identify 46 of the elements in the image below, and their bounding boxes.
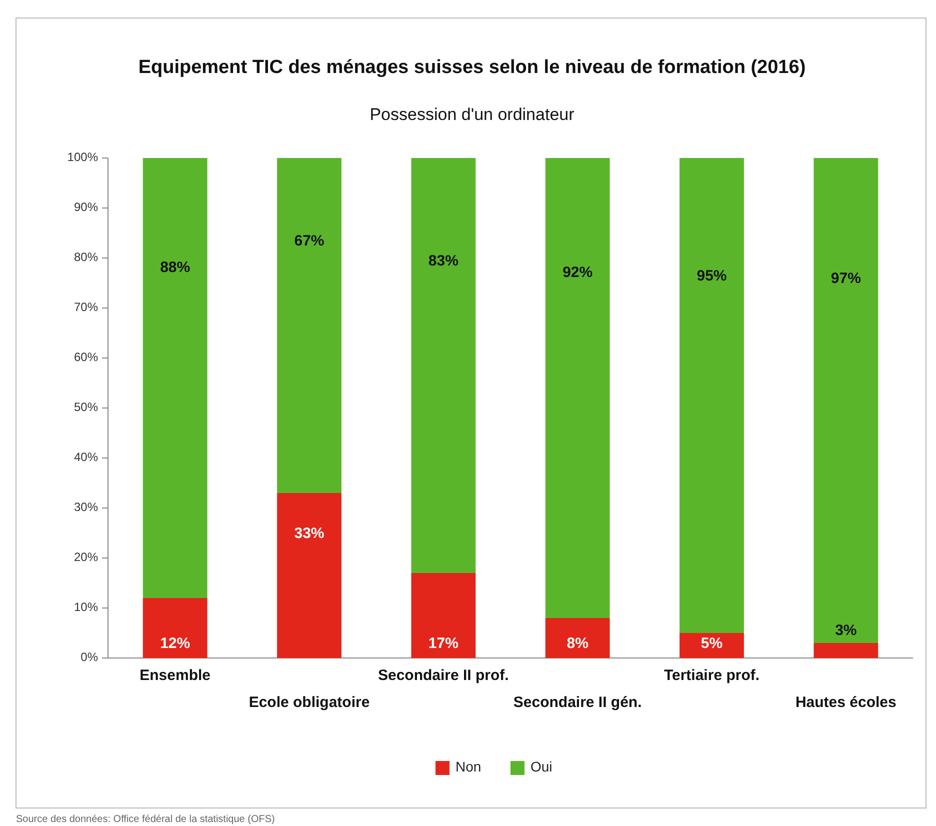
source-note: Source des données: Office fédéral de la statistique (OFS) [16, 814, 275, 825]
legend-label: Non [456, 758, 482, 775]
y-tick-label: 20% [74, 550, 98, 564]
bar [142, 158, 208, 598]
bar [411, 158, 476, 573]
y-tick-label: 80% [74, 250, 98, 264]
x-tick-label: Tertiaire prof. [664, 667, 760, 684]
data-label: 8% [566, 634, 588, 652]
y-tick-label: 30% [74, 500, 98, 514]
bar [814, 158, 878, 643]
y-tick-label: 50% [74, 400, 98, 414]
data-label: 95% [696, 268, 727, 285]
x-tick-label: Ensemble [140, 667, 211, 684]
legend-label: Oui [530, 758, 552, 775]
y-tick-label: 40% [74, 450, 98, 464]
data-label: 12% [160, 634, 190, 652]
x-tick-label: Ecole obligatoire [248, 694, 370, 711]
bar [411, 573, 476, 658]
bar [277, 493, 342, 658]
bar [545, 158, 610, 618]
y-tick-label: 70% [74, 300, 98, 314]
data-label: 97% [830, 270, 861, 288]
y-tick-label: 0% [80, 650, 98, 664]
chart-title: Equipement TIC des ménages suisses selon le niveau de formation (2016) [138, 57, 806, 78]
data-label: 83% [428, 252, 458, 270]
bar [277, 158, 342, 493]
bar [680, 633, 744, 658]
chart-subtitle: Possession d'un ordinateur [370, 105, 575, 124]
y-tick-label: 60% [74, 350, 98, 364]
bar [142, 598, 208, 658]
data-label: 88% [160, 258, 190, 276]
data-label: 33% [294, 525, 324, 542]
bar [814, 643, 878, 658]
data-label: 3% [835, 622, 857, 639]
bar [680, 158, 744, 633]
bar [545, 618, 610, 658]
data-label: 17% [428, 634, 458, 652]
y-tick-label: 10% [74, 600, 98, 614]
data-label: 92% [562, 264, 593, 281]
y-tick-label: 100% [67, 150, 98, 164]
y-tick-label: 90% [74, 200, 98, 214]
x-tick-label: Hautes écoles [795, 694, 896, 711]
x-tick-label: Secondaire II gén. [513, 694, 642, 711]
x-tick-label: Secondaire II prof. [378, 667, 509, 684]
data-label: 67% [294, 232, 324, 250]
data-label: 5% [700, 634, 723, 652]
